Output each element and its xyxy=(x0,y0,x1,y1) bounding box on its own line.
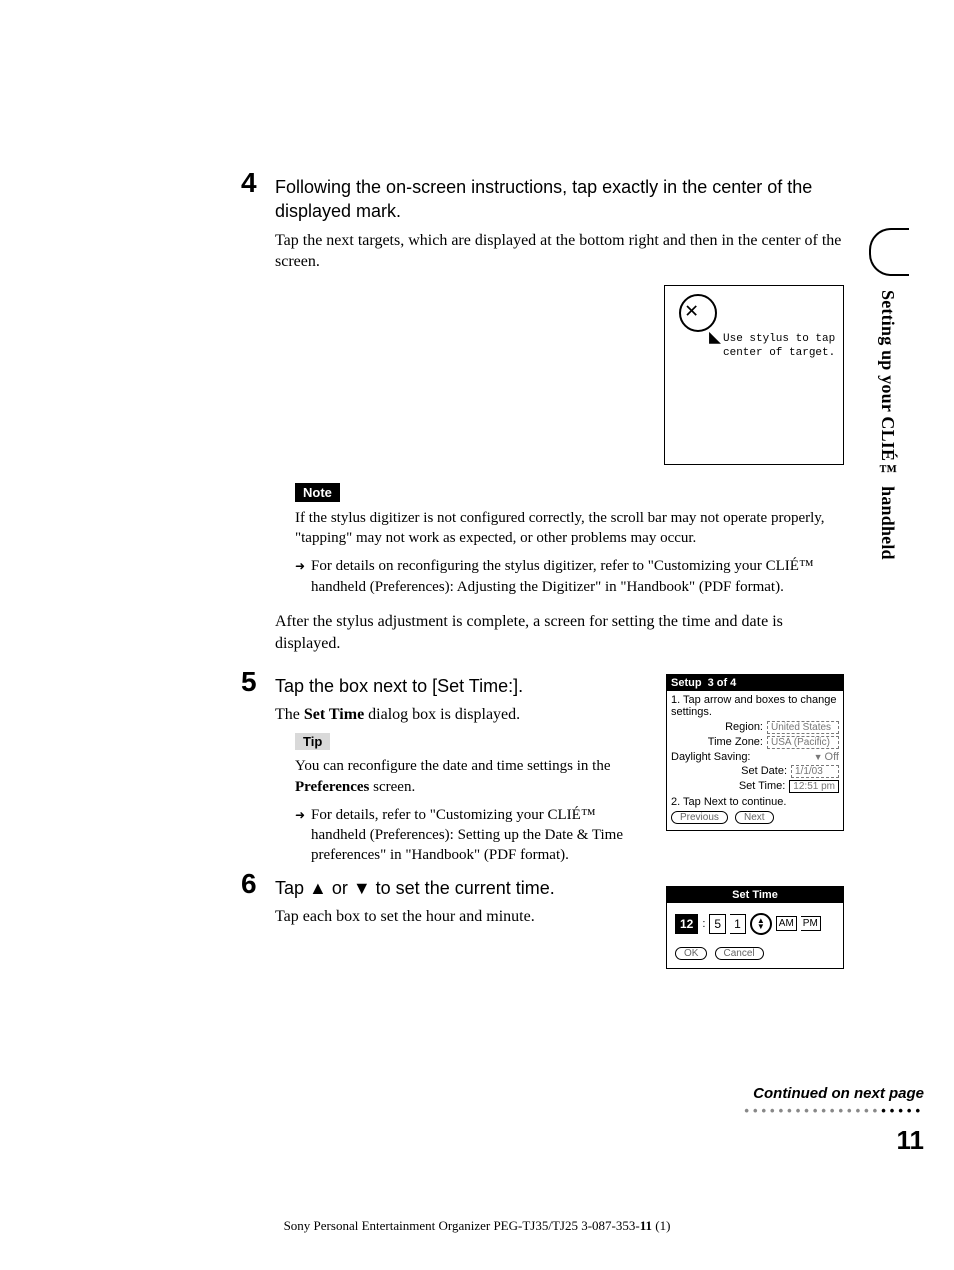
setup-instruction-1: 1. Tap arrow and boxes to change setting… xyxy=(671,694,839,718)
setup-header-step: 3 of 4 xyxy=(708,677,737,689)
calibration-target-x: ✕ xyxy=(685,298,698,324)
step-6-number: 6 xyxy=(241,868,257,900)
timezone-value[interactable]: USA (Pacific) xyxy=(767,736,839,749)
after-note-text: After the stylus adjustment is complete,… xyxy=(275,611,844,656)
setdate-value[interactable]: 1/1/03 xyxy=(791,765,839,778)
next-button[interactable]: Next xyxy=(735,811,774,824)
stylus-icon: ◣ xyxy=(709,324,721,350)
step-5-title: Tap the box next to [Set Time:]. xyxy=(275,674,648,698)
dst-value[interactable]: Off xyxy=(825,751,839,763)
footer-pre: Sony Personal Entertainment Organizer PE… xyxy=(284,1218,640,1233)
step-4: 4 Following the on-screen instructions, … xyxy=(275,175,844,656)
step-5: 5 Tap the box next to [Set Time:]. The S… xyxy=(275,674,844,866)
setdate-label: Set Date: xyxy=(671,765,791,777)
ok-button[interactable]: OK xyxy=(675,947,707,960)
tip-body-pre: You can reconfigure the date and time se… xyxy=(295,758,610,774)
step-4-body: Tap the next targets, which are displaye… xyxy=(275,230,844,273)
region-value[interactable]: United States xyxy=(767,721,839,734)
cancel-button[interactable]: Cancel xyxy=(715,947,764,960)
page-content: 4 Following the on-screen instructions, … xyxy=(0,0,954,1019)
calibration-instruction-text: Use stylus to tap center of target. xyxy=(723,332,835,361)
continued-indicator: Continued on next page •••••••••••••••••… xyxy=(744,1085,924,1119)
step-5-body-bold: Set Time xyxy=(304,706,364,723)
tip-body-post: screen. xyxy=(369,779,415,795)
previous-button[interactable]: Previous xyxy=(671,811,728,824)
calib-line-2: center of target. xyxy=(723,347,835,359)
setup-screenshot: Setup 3 of 4 1. Tap arrow and boxes to c… xyxy=(666,674,844,831)
dst-dropdown-icon[interactable] xyxy=(814,751,825,763)
pm-button[interactable]: PM xyxy=(801,916,821,931)
note-reference: For details on reconfiguring the stylus … xyxy=(295,556,844,597)
calib-line-1: Use stylus to tap xyxy=(723,333,835,345)
continued-text: Continued on next page xyxy=(753,1085,924,1102)
footer-bold: 11 xyxy=(640,1218,652,1233)
calibration-screenshot: ✕ ◣ Use stylus to tap center of target. xyxy=(664,285,844,465)
setup-instruction-2: 2. Tap Next to continue. xyxy=(671,796,839,808)
step-5-body-pre: The xyxy=(275,706,304,723)
settime-value[interactable]: 12:51 pm xyxy=(789,780,839,793)
step-5-body: The Set Time dialog box is displayed. xyxy=(275,704,648,726)
settime-screenshot: Set Time 12 : 51 ▲ ▼ AM PM OK Cancel xyxy=(666,886,844,969)
step-4-number: 4 xyxy=(241,167,257,199)
minute-tens-box[interactable]: 5 xyxy=(709,914,726,934)
note-body: If the stylus digitizer is not configure… xyxy=(295,508,844,549)
setup-header: Setup 3 of 4 xyxy=(667,675,843,691)
settime-label: Set Time: xyxy=(671,780,789,792)
step-5-body-suf: dialog box is displayed. xyxy=(364,706,520,723)
continued-dots: ••••••••••••••••••••• xyxy=(744,1103,924,1118)
step-6-title: Tap ▲ or ▼ to set the current time. xyxy=(275,876,648,900)
dst-label: Daylight Saving: xyxy=(671,751,751,763)
am-button[interactable]: AM xyxy=(776,916,797,931)
timezone-label: Time Zone: xyxy=(671,736,767,748)
tip-body: You can reconfigure the date and time se… xyxy=(295,756,648,797)
setup-header-title: Setup xyxy=(671,677,702,689)
tip-label: Tip xyxy=(295,733,330,750)
step-5-number: 5 xyxy=(241,666,257,698)
page-number: 11 xyxy=(897,1125,925,1156)
time-colon: : xyxy=(702,918,705,930)
note-label: Note xyxy=(295,483,340,502)
step-4-title: Following the on-screen instructions, ta… xyxy=(275,175,844,224)
step-6-body: Tap each box to set the hour and minute. xyxy=(275,906,648,928)
step-6: 6 Tap ▲ or ▼ to set the current time. Ta… xyxy=(275,876,844,969)
tip-body-bold: Preferences xyxy=(295,779,369,795)
footer-post: (1) xyxy=(652,1218,670,1233)
settime-header: Set Time xyxy=(667,887,843,903)
region-label: Region: xyxy=(671,721,767,733)
footer: Sony Personal Entertainment Organizer PE… xyxy=(0,1218,954,1234)
hour-box[interactable]: 12 xyxy=(675,914,698,934)
time-spinner[interactable]: ▲ ▼ xyxy=(750,913,772,935)
tip-reference: For details, refer to "Customizing your … xyxy=(295,805,648,866)
spinner-down-icon[interactable]: ▼ xyxy=(757,924,765,930)
minute-ones-box[interactable]: 1 xyxy=(730,914,746,934)
